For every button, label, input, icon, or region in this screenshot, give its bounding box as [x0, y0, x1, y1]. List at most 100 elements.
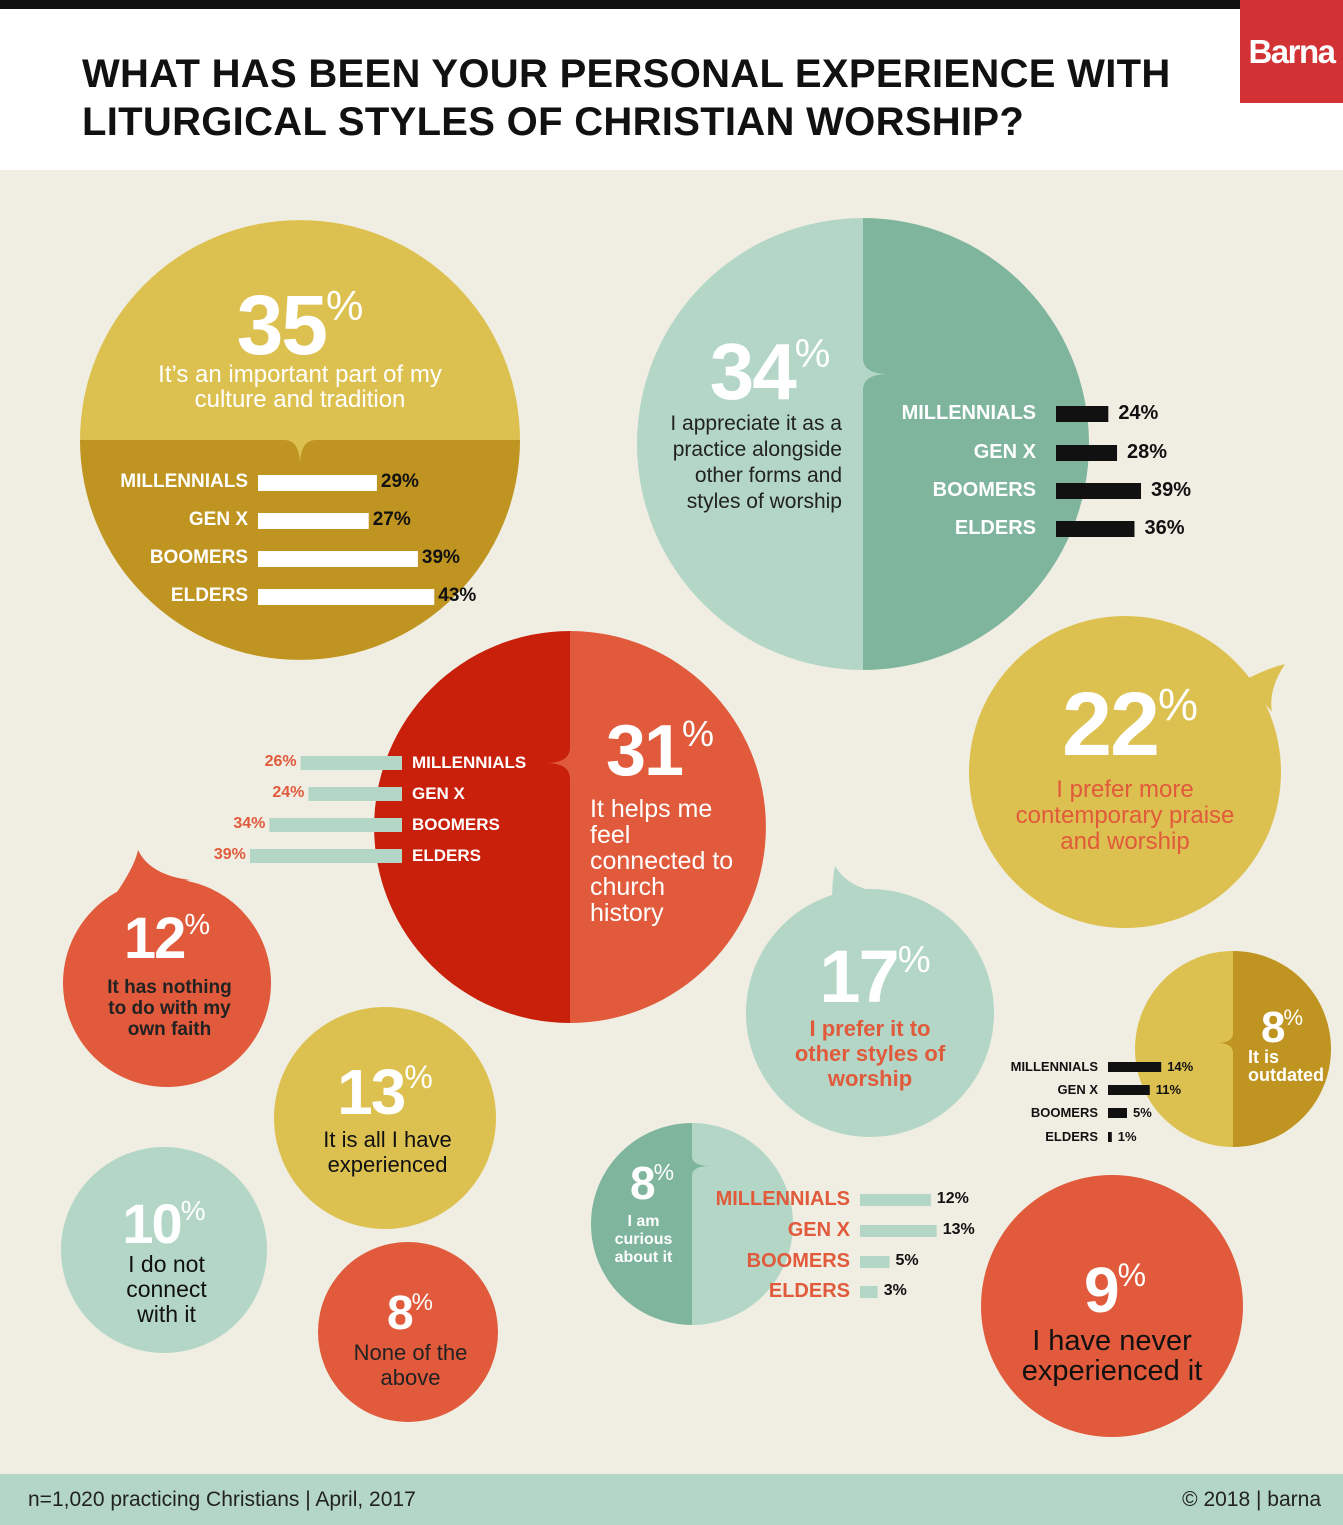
bubble-notch	[284, 440, 316, 466]
breakdown-value: 1%	[1117, 1129, 1137, 1144]
label-8-curious: I am curious about it	[614, 1213, 673, 1266]
value-8-curious: 8%	[612, 1160, 692, 1206]
breakdown-category-label: MILLENNIALS	[715, 1188, 850, 1210]
bubble	[969, 616, 1281, 928]
value-8-outdated: 8%	[1242, 1006, 1322, 1050]
breakdown-value: 3%	[883, 1282, 907, 1299]
breakdown-category-label: MILLENNIALS	[1010, 1059, 1098, 1074]
label-12: It has nothing to do with my own faith	[107, 977, 232, 1040]
breakdown-value: 28%	[1127, 441, 1168, 463]
percent-sign: %	[184, 909, 211, 942]
bubble-notch	[1217, 1033, 1233, 1053]
bubble-left-half	[374, 631, 570, 1023]
breakdown-value: 24%	[1118, 402, 1159, 424]
value-12: 12%	[97, 910, 237, 968]
bubble-left-half	[637, 218, 863, 670]
percent-sign: %	[404, 1059, 433, 1096]
value-13: 13%	[310, 1060, 460, 1124]
breakdown-bar	[249, 849, 402, 863]
breakdown-value: 12%	[936, 1190, 969, 1207]
breakdown-value: 27%	[372, 509, 411, 530]
breakdown-category-label: MILLENNIALS	[120, 471, 248, 492]
breakdown-value: 39%	[421, 547, 460, 568]
breakdown-category-label: BOOMERS	[932, 479, 1036, 501]
breakdown-category-label: GEN X	[188, 509, 248, 530]
page-title: WHAT HAS BEEN YOUR PERSONAL EXPERIENCE W…	[82, 52, 1171, 144]
breakdown-bar	[1056, 445, 1118, 461]
bubble-top-half	[80, 220, 520, 440]
value-number: 12	[123, 906, 186, 971]
value-34: 34%	[680, 332, 860, 412]
value-number: 17	[819, 935, 899, 1018]
bubble-right-half	[1233, 951, 1331, 1147]
top-rule	[0, 0, 1343, 9]
bubble-right-half	[570, 631, 766, 1023]
breakdown-bar	[1108, 1085, 1150, 1095]
label-17: I prefer it to other styles of worship	[794, 1016, 946, 1091]
breakdown-category-label: GEN X	[412, 784, 465, 803]
breakdown-value: 43%	[438, 585, 477, 606]
label-9: I have never experienced it	[1021, 1325, 1203, 1387]
breakdown-value: 5%	[895, 1252, 919, 1269]
percent-sign: %	[897, 939, 931, 981]
header	[0, 9, 1343, 170]
bubble-right-half	[692, 1123, 793, 1325]
percent-sign: %	[411, 1288, 434, 1316]
bubble	[981, 1175, 1243, 1437]
label-35: It’s an important part of my culture and…	[158, 361, 442, 413]
breakdown-bar	[1056, 483, 1142, 499]
breakdown-bar	[269, 818, 402, 832]
breakdown-bar	[860, 1194, 931, 1206]
breakdown-bar	[258, 589, 435, 605]
value-number: 31	[605, 711, 684, 791]
breakdown-category-label: MILLENNIALS	[901, 402, 1036, 424]
breakdown-category-label: GEN X	[1057, 1082, 1098, 1097]
bubble-right-half	[863, 218, 1089, 670]
breakdown-bar	[860, 1286, 878, 1298]
bubble	[318, 1242, 498, 1422]
bubble	[61, 1147, 267, 1353]
breakdown-category-label: BOOMERS	[149, 547, 248, 568]
breakdown-bar	[300, 756, 402, 770]
percent-sign: %	[180, 1195, 206, 1227]
value-number: 9	[1083, 1254, 1120, 1326]
breakdown-value: 36%	[1144, 517, 1185, 539]
breakdown-value: 24%	[272, 784, 305, 801]
breakdown-bar	[1056, 406, 1109, 422]
percent-sign: %	[653, 1158, 675, 1185]
breakdown-category-label: MILLENNIALS	[412, 753, 527, 772]
bubble-left-half	[1135, 951, 1233, 1147]
bubble-left-half	[591, 1123, 692, 1325]
value-35: 35%	[150, 283, 450, 367]
breakdown-value: 11%	[1155, 1082, 1182, 1097]
percent-sign: %	[1117, 1257, 1147, 1294]
value-8-none: 8%	[350, 1290, 470, 1338]
label-34: I appreciate it as a practice alongside …	[670, 412, 842, 513]
copyright: © 2018 | barna	[1182, 1488, 1321, 1511]
percent-sign: %	[1283, 1004, 1304, 1030]
value-number: 35	[236, 278, 328, 372]
label-10: I do not connect with it	[126, 1251, 207, 1327]
value-number: 8	[386, 1287, 414, 1340]
percent-sign: %	[326, 281, 364, 329]
breakdown-bar	[860, 1225, 937, 1237]
percent-sign: %	[1158, 678, 1199, 730]
value-number: 10	[122, 1192, 182, 1255]
barna-logo: Barna	[1240, 0, 1343, 103]
breakdown-value: 39%	[1151, 479, 1192, 501]
breakdown-value: 39%	[213, 846, 246, 863]
breakdown-value: 14%	[1167, 1059, 1194, 1074]
breakdown-value: 34%	[233, 815, 266, 832]
breakdown-bar	[1108, 1062, 1162, 1072]
breakdown-category-label: BOOMERS	[746, 1250, 850, 1272]
bubble-notch	[692, 1156, 710, 1176]
footer	[0, 1474, 1343, 1525]
value-9: 9%	[1040, 1258, 1190, 1322]
value-number: 22	[1061, 675, 1160, 775]
sample-note: n=1,020 practicing Christians | April, 2…	[28, 1488, 416, 1511]
value-number: 8	[629, 1157, 656, 1209]
value-22: 22%	[1030, 680, 1230, 770]
breakdown-category-label: ELDERS	[954, 517, 1036, 539]
breakdown-category-label: ELDERS	[170, 585, 248, 606]
